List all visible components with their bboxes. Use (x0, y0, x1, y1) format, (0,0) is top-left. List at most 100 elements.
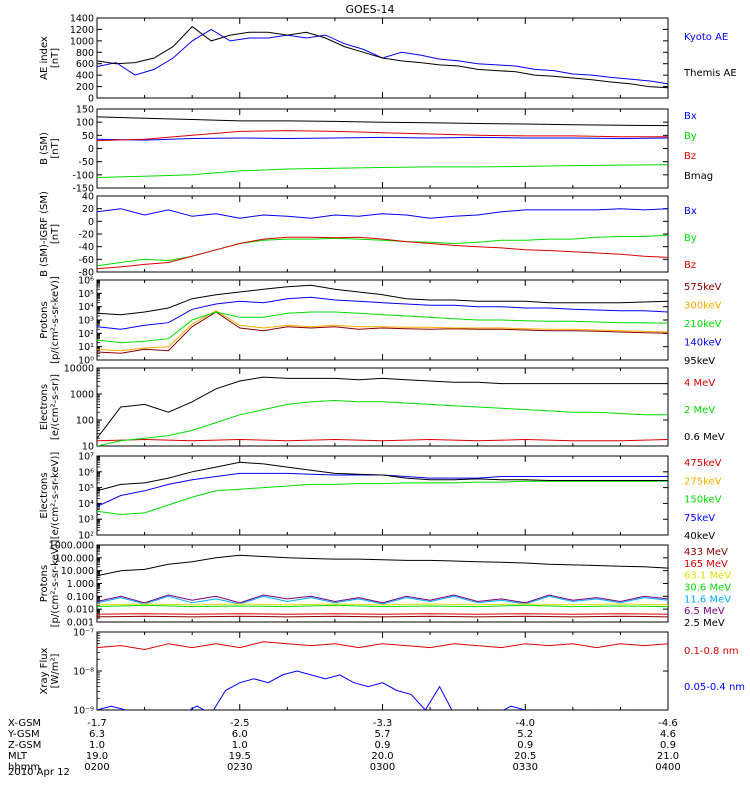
y-tick-label: 10⁻⁹ (73, 706, 94, 717)
y-tick-label: 10² (78, 329, 94, 340)
ephemeris-row-label: Z-GSM (8, 740, 41, 751)
legend-entry: 6.5 MeV (684, 606, 725, 617)
y-tick-label: 10000 (64, 364, 94, 375)
panel-frame (96, 544, 669, 623)
legend-entry: Bmag (684, 171, 713, 182)
legend-entry: 140keV (684, 338, 722, 349)
legend-entry: Bx (684, 111, 697, 122)
y-tick-label: 400 (76, 71, 94, 82)
ephemeris-value: 5.7 (375, 729, 391, 740)
legend-entry: 0.05-0.4 nm (684, 682, 745, 693)
legend-entry: Themis AE (683, 68, 737, 79)
y-tick-label: 10⁻⁷ (73, 628, 94, 639)
y-tick-label: 0 (88, 217, 94, 228)
y-tick-label: 10⁷ (78, 452, 94, 463)
ephemeris-value: 1.0 (232, 740, 248, 751)
series-line-kyoto-ae (97, 28, 668, 85)
legend-entry: 300keV (684, 301, 722, 312)
legend-entry: Bx (684, 206, 697, 217)
ephemeris-value: -1.7 (87, 718, 107, 729)
date-label: 2010 Apr 12 (8, 767, 70, 778)
y-axis-label: [e/(cm²-s-sr-keV)] (50, 452, 61, 540)
panel-8: 10⁻⁹ 10⁻⁸ 10⁻⁷ Xray Flux [W/m²] 0.1-0.8 nm 0.0… (39, 628, 745, 717)
legend-entry: 575keV (684, 282, 722, 293)
y-tick-label: -20 (78, 230, 94, 241)
ephemeris-row-label: X-GSM (8, 718, 41, 729)
y-tick-label: 0 (88, 94, 94, 105)
panel-4: 10⁰ 10¹ 10² 10³ 10⁴ 10⁵ 10⁶ Protons [p/(cm²-s-sr… (39, 276, 722, 368)
y-tick-label: 800 (76, 48, 94, 59)
y-tick-label: 100 (76, 416, 94, 427)
y-tick-label: 1200 (70, 25, 94, 36)
panel-frame (96, 108, 669, 189)
y-axis-label: [W/m²] (50, 653, 61, 688)
series-line-6-5-mev (97, 594, 668, 604)
series-line-4-mev (97, 438, 668, 442)
series-line-0-6-mev (97, 376, 668, 439)
legend-entry: 275keV (684, 476, 722, 487)
y-tick-label: 10⁴ (78, 499, 94, 510)
y-axis-label: Electrons (39, 472, 50, 518)
y-tick-label: 100 (76, 118, 94, 129)
legend-entry: By (684, 131, 697, 142)
ephemeris-value: -2.5 (230, 718, 250, 729)
ephemeris-row-label: MLT (8, 751, 28, 762)
legend-entry: 2.5 MeV (684, 618, 725, 629)
series-line-165-mev (97, 613, 668, 615)
y-tick-label: 10² (78, 531, 94, 542)
legend-entry: 150keV (684, 495, 722, 506)
legend-entry: By (684, 233, 697, 244)
series-line-300kev (97, 310, 668, 352)
ephemeris-value: -4.6 (658, 718, 678, 729)
series-line-40kev (97, 461, 668, 492)
ephemeris-row-label: Y-GSM (7, 729, 40, 740)
series-line-2-5-mev (97, 554, 668, 577)
panel-2: -150 -100 -50 0 50 100 150 B (SM) [nT] Bx By Bz Bmag (39, 105, 713, 195)
y-axis-label: [p/(cm²-s-sr-keV)] (50, 540, 61, 628)
y-tick-label: 10⁵ (78, 483, 94, 494)
y-tick-label: -100 (72, 170, 94, 181)
series-line-210kev (97, 311, 668, 344)
legend-entry: 475keV (684, 458, 722, 469)
panel-5: 10 100 1000 10000 Electrons [e/(cm²-s-sr)] 4 M… (39, 364, 725, 453)
y-tick-label: 0.010 (67, 605, 94, 616)
ephemeris-value: 0230 (227, 762, 252, 773)
ephemeris-value: 0200 (84, 762, 109, 773)
y-axis-label: [p/(cm²-s-sr-keV)] (50, 276, 61, 364)
y-tick-label: -40 (78, 242, 94, 253)
y-tick-label: 600 (76, 59, 94, 70)
panel-frame (96, 195, 669, 273)
series-line-575kev (97, 311, 668, 354)
y-tick-label: 0.100 (67, 592, 94, 603)
ephemeris-value: -3.3 (373, 718, 393, 729)
ephemeris-value: 0400 (655, 762, 680, 773)
ephemeris-value: 20.5 (514, 751, 536, 762)
series-line-0-1-0-8-nm (97, 641, 668, 651)
y-tick-label: 10³ (78, 316, 94, 327)
series-line-30-6-mev (97, 604, 668, 608)
y-tick-label: 1000 (70, 36, 94, 47)
legend-entry: 210keV (684, 319, 722, 330)
legend-entry: 40keV (684, 531, 715, 542)
y-axis-label: AE index (39, 36, 50, 80)
y-tick-label: 100.000 (55, 553, 94, 564)
legend-entry: 0.6 MeV (684, 432, 725, 443)
y-tick-label: 50 (82, 131, 94, 142)
legend-entry: 4 MeV (684, 378, 715, 389)
series-line-95kev (97, 284, 668, 316)
panel-7: 0.001 0.010 0.100 1.000 10.000 100.0001000.00… (39, 540, 731, 629)
ephemeris-table: X-GSMY-GSMZ-GSMMLThhmm-1.76.31.019.00200… (7, 718, 681, 773)
y-tick-label: -150 (72, 184, 94, 195)
series-line-themis-ae (97, 25, 668, 89)
y-axis-label: [nT] (50, 48, 61, 68)
ephemeris-value: 0330 (513, 762, 538, 773)
series-line-bx (97, 136, 668, 141)
y-tick-label: 1400 (70, 14, 94, 25)
ephemeris-value: 0300 (370, 762, 395, 773)
y-tick-label: 10⁶ (78, 467, 94, 478)
series-line-by (97, 234, 668, 267)
series-line-by (97, 164, 668, 178)
y-tick-label: 200 (76, 82, 94, 93)
y-tick-label: -50 (78, 157, 94, 168)
